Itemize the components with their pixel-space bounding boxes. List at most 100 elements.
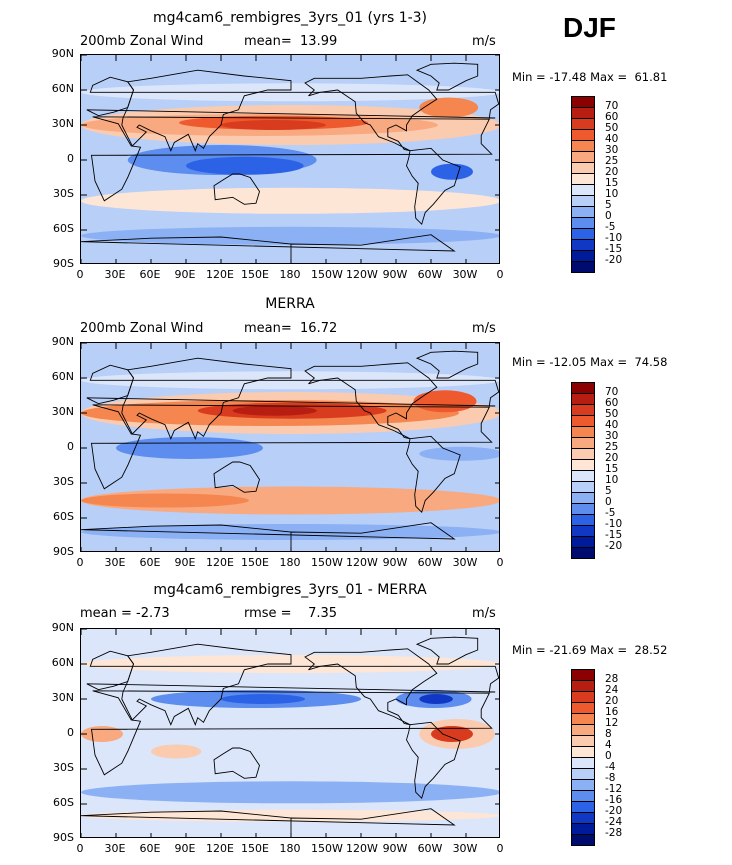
- colorbar-level-label: -15: [605, 243, 623, 255]
- x-tick-label: 0: [76, 842, 84, 855]
- y-tick-label: 30S: [53, 187, 74, 200]
- colorbar-level-label: 50: [605, 122, 619, 134]
- panel-center-label: rmse = 7.35: [244, 606, 338, 621]
- x-tick-label: 60W: [417, 842, 443, 855]
- x-tick-label: 120E: [206, 556, 234, 569]
- panel-minmax: Min = -17.48 Max = 61.81: [512, 70, 668, 84]
- y-tick-label: 0: [67, 152, 74, 165]
- x-tick-label: 120W: [346, 556, 378, 569]
- coastline: [406, 147, 461, 226]
- coastline: [121, 643, 292, 726]
- x-tick-label: 150W: [311, 556, 343, 569]
- colorbar-level-label: -5: [605, 221, 616, 233]
- coastline: [304, 74, 438, 152]
- x-tick-label: 0: [76, 268, 84, 281]
- coastline: [406, 435, 461, 514]
- y-tick-label: 90N: [51, 335, 74, 348]
- colorbar-level-label: -24: [605, 816, 623, 828]
- colorbar-level-label: 5: [605, 199, 612, 211]
- panel-units: m/s: [472, 606, 496, 621]
- colorbar-level-label: 12: [605, 717, 619, 729]
- panel-center-label: mean= 13.99: [244, 34, 338, 49]
- colorbar-level-label: -20: [605, 540, 623, 552]
- colorbar-level-label: 16: [605, 706, 619, 718]
- y-tick-label: 90S: [53, 545, 74, 558]
- colorbar-level-label: 30: [605, 430, 619, 442]
- colorbar-level-label: 20: [605, 695, 619, 707]
- x-tick-label: 120E: [206, 842, 234, 855]
- x-tick-label: 150E: [241, 842, 269, 855]
- colorbar-level-label: 28: [605, 673, 619, 685]
- panel-left-label: 200mb Zonal Wind: [80, 34, 204, 49]
- y-tick-label: 0: [67, 726, 74, 739]
- x-tick-label: 0: [496, 556, 504, 569]
- colorbar-box: [571, 834, 595, 846]
- x-tick-label: 30W: [452, 556, 478, 569]
- y-tick-label: 60S: [53, 222, 74, 235]
- colorbar-level-label: 70: [605, 100, 619, 112]
- colorbar-level-label: -20: [605, 805, 623, 817]
- season-label: DJF: [563, 12, 616, 43]
- colorbar-level-label: 60: [605, 111, 619, 123]
- map-plot: [80, 342, 500, 552]
- coastline: [90, 116, 493, 202]
- x-tick-label: 150E: [241, 268, 269, 281]
- y-tick-label: 30S: [53, 761, 74, 774]
- y-tick-label: 90N: [51, 621, 74, 634]
- x-tick-label: 30E: [104, 556, 126, 569]
- y-tick-label: 30S: [53, 475, 74, 488]
- contour-field: [81, 55, 499, 263]
- colorbar-level-label: -12: [605, 783, 623, 795]
- coastline: [304, 648, 438, 726]
- y-tick-label: 60N: [51, 82, 74, 95]
- x-tick-label: 60E: [139, 268, 161, 281]
- panel-left-label: 200mb Zonal Wind: [80, 321, 204, 336]
- x-tick-label: 90W: [382, 842, 408, 855]
- coastline: [415, 636, 479, 665]
- x-tick-label: 120W: [346, 842, 378, 855]
- coastline: [90, 690, 493, 776]
- colorbar-level-label: 5: [605, 485, 612, 497]
- colorbar-level-label: -16: [605, 794, 623, 806]
- colorbar-level-label: -8: [605, 772, 616, 784]
- coastline: [304, 362, 438, 440]
- coastline: [121, 69, 292, 152]
- x-tick-label: 150E: [241, 556, 269, 569]
- x-tick-label: 90E: [174, 556, 196, 569]
- coastline: [213, 461, 260, 493]
- x-tick-label: 30E: [104, 842, 126, 855]
- x-tick-label: 90W: [382, 556, 408, 569]
- colorbar-level-label: -28: [605, 827, 623, 839]
- x-tick-label: 0: [76, 556, 84, 569]
- coastline: [81, 234, 456, 263]
- coastline: [406, 721, 461, 800]
- coastline: [415, 62, 479, 91]
- coastline: [81, 522, 456, 551]
- x-tick-label: 150W: [311, 268, 343, 281]
- colorbar-level-label: 0: [605, 750, 612, 762]
- x-tick-label: 60E: [139, 556, 161, 569]
- x-tick-label: 0: [496, 268, 504, 281]
- panel-units: m/s: [472, 34, 496, 49]
- colorbar-level-label: 40: [605, 133, 619, 145]
- coastline: [213, 747, 260, 779]
- x-tick-label: 0: [496, 842, 504, 855]
- panel-center-label: mean= 16.72: [244, 321, 338, 336]
- coastline: [81, 808, 456, 837]
- colorbar-level-label: 25: [605, 441, 619, 453]
- x-tick-label: 90W: [382, 268, 408, 281]
- x-tick-label: 90E: [174, 268, 196, 281]
- colorbar-level-label: 0: [605, 210, 612, 222]
- y-tick-label: 0: [67, 440, 74, 453]
- panel-minmax: Min = -21.69 Max = 28.52: [512, 643, 668, 657]
- colorbar-level-label: 40: [605, 419, 619, 431]
- coastline: [415, 350, 479, 379]
- colorbar-level-label: 10: [605, 188, 619, 200]
- x-tick-label: 30E: [104, 268, 126, 281]
- panel-minmax: Min = -12.05 Max = 74.58: [512, 355, 668, 369]
- colorbar-box: [571, 547, 595, 559]
- colorbar-level-label: 20: [605, 452, 619, 464]
- x-tick-label: 60E: [139, 842, 161, 855]
- colorbar-level-label: 20: [605, 166, 619, 178]
- x-tick-label: 150W: [311, 842, 343, 855]
